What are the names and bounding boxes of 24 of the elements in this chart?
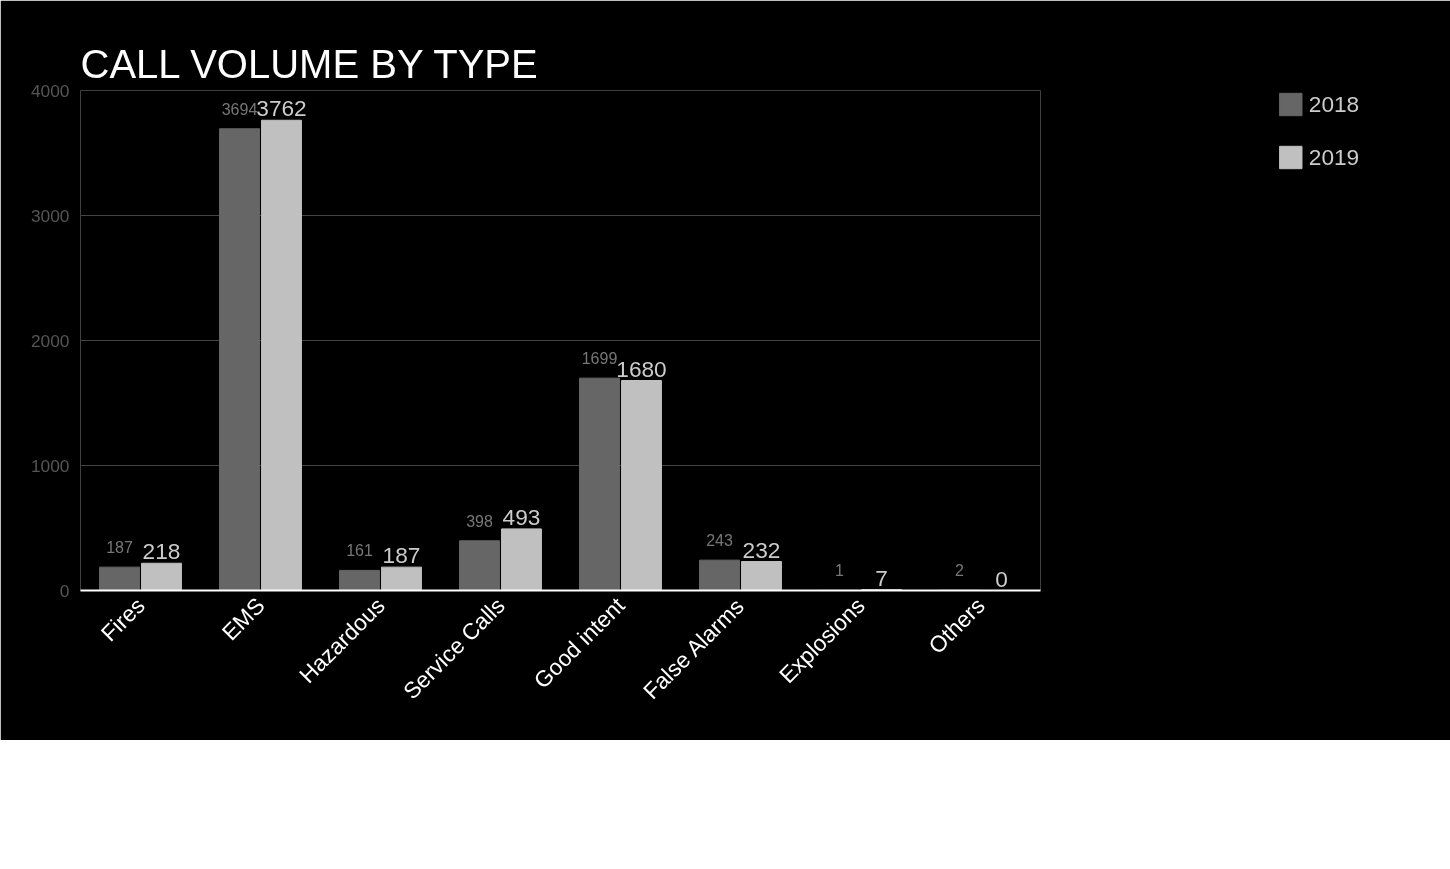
data-label: 0 — [995, 565, 1008, 592]
legend-label: 2018 — [1308, 90, 1360, 118]
y-tick-label: 0 — [59, 580, 70, 601]
data-label: 7 — [875, 564, 888, 591]
data-label: 232 — [742, 536, 781, 563]
data-label: 398 — [466, 512, 493, 530]
data-label: 1699 — [581, 350, 618, 368]
data-label: 1680 — [616, 355, 667, 382]
data-label: 218 — [142, 538, 181, 565]
y-tick-label: 3000 — [30, 205, 70, 226]
data-label: 161 — [346, 542, 373, 560]
chart-title: CALL VOLUME BY TYPE — [80, 41, 538, 86]
legend-label: 2019 — [1308, 143, 1360, 171]
data-label: 187 — [106, 539, 133, 557]
data-label: 3762 — [256, 95, 307, 122]
y-tick-label: 4000 — [30, 80, 70, 101]
data-label: 493 — [502, 503, 541, 530]
data-label: 1 — [835, 562, 845, 580]
data-label: 187 — [382, 542, 421, 569]
data-label: 243 — [706, 532, 733, 550]
data-label: 2 — [955, 562, 965, 580]
data-label: 3694 — [221, 100, 258, 118]
y-tick-label: 1000 — [30, 455, 70, 476]
y-tick-label: 2000 — [30, 330, 70, 351]
